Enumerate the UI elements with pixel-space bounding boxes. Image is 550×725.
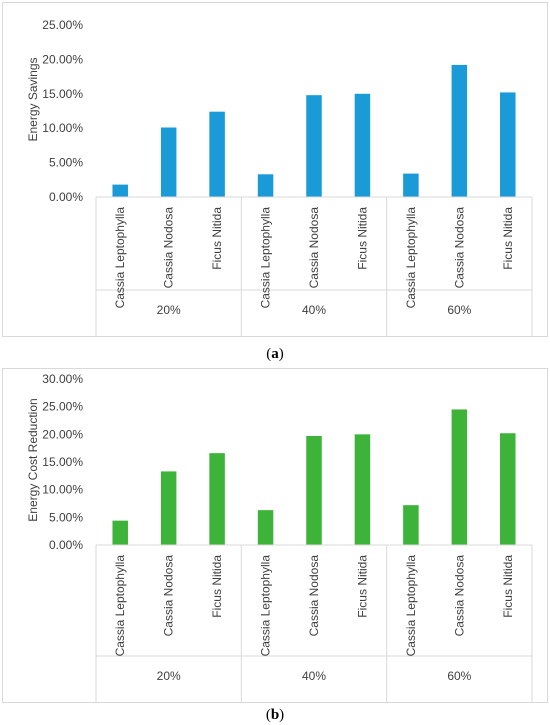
chart-b-bar: [403, 505, 419, 545]
chart-a-bar: [451, 64, 468, 198]
chart-a-y-ticks: 0.00% 5.00% 10.00% 15.00% 20.00% 25.00%: [42, 18, 83, 204]
chart-a-category-label: Cassia Nodosa: [307, 207, 321, 289]
chart-b-group-label: 60%: [447, 669, 471, 683]
chart-a-y-tick-label: 5.00%: [49, 156, 83, 170]
chart-a-y-axis-title: Energy Savings: [26, 57, 40, 141]
chart-b-bar: [306, 435, 322, 545]
chart-b-bar: [257, 510, 274, 545]
chart-a-category-label: Ficus Nitida: [501, 207, 515, 270]
chart-a-bar: [209, 111, 225, 197]
chart-b-category-label: Cassia Nodosa: [307, 555, 321, 637]
chart-a-group-label: 20%: [157, 303, 181, 317]
chart-a-category-label: Cassia Nodosa: [452, 207, 466, 289]
chart-b-y-tick-label: 15.00%: [42, 455, 83, 469]
panel-b-caption: (b): [266, 707, 284, 723]
chart-a-category-label: Cassia Leptophylla: [404, 207, 418, 309]
chart-b-y-tick-label: 0.00%: [49, 538, 83, 552]
panel-a-caption-letter: a: [271, 346, 279, 362]
chart-b-category-label: Cassia Leptophylla: [113, 555, 127, 657]
chart-a-group-label: 40%: [302, 303, 326, 317]
chart-b-bar: [451, 409, 468, 545]
chart-b-y-axis-title: Energy Cost Reduction: [26, 398, 40, 521]
chart-a-y-tick-label: 0.00%: [49, 190, 83, 204]
chart-a-category-label: Cassia Leptophylla: [259, 207, 273, 309]
chart-b-category-label: Ficus Nitida: [501, 555, 515, 618]
chart-b-bar: [500, 433, 516, 545]
chart-a-category-label: Ficus Nitida: [210, 207, 224, 270]
chart-a-category-label: Cassia Nodosa: [162, 207, 176, 289]
chart-a-bar: [160, 127, 177, 197]
chart-b-bars: [112, 409, 516, 545]
chart-a-bars: [112, 64, 516, 198]
chart-a-category-label: Ficus Nitida: [355, 207, 369, 270]
chart-b-category-label: Ficus Nitida: [355, 555, 369, 618]
chart-a-bar: [354, 93, 371, 197]
chart-b-group-label: 40%: [302, 669, 326, 683]
chart-b-bar: [160, 471, 177, 545]
chart-panel-a: Energy Savings 0.00% 5.00% 10.00% 15.00% 20.…: [2, 2, 548, 337]
chart-b-bar: [354, 434, 371, 545]
chart-b-bar: [209, 453, 225, 545]
chart-b-group-label: 20%: [157, 669, 181, 683]
chart-b-y-tick-label: 10.00%: [42, 483, 83, 497]
chart-b-y-tick-label: 20.00%: [42, 427, 83, 441]
panel-a-caption: (a): [266, 346, 284, 362]
chart-a-y-tick-label: 10.00%: [42, 121, 83, 135]
chart-a-x-axis: 20% Cassia Leptophylla Cassia Nodosa Ficus …: [95, 196, 533, 336]
chart-a-y-tick-label: 15.00%: [42, 87, 83, 101]
chart-b-y-tick-label: 5.00%: [49, 510, 83, 524]
chart-a-category-label: Cassia Leptophylla: [113, 207, 127, 309]
chart-a-bar: [306, 95, 322, 197]
chart-b-bar: [112, 520, 128, 545]
chart-b-y-tick-label: 30.00%: [42, 372, 83, 386]
chart-b-category-label: Cassia Leptophylla: [259, 555, 273, 657]
chart-a-bar: [112, 184, 128, 197]
chart-a-bar: [257, 174, 274, 197]
chart-panel-b: Energy Cost Reduction 0.00% 5.00% 10.00% 15…: [2, 368, 548, 703]
chart-a-bar: [500, 92, 516, 197]
chart-b-category-label: Cassia Nodosa: [162, 555, 176, 637]
chart-b-category-label: Ficus Nitida: [210, 555, 224, 618]
panel-b-caption-letter: b: [271, 707, 279, 723]
chart-a-y-tick-label: 25.00%: [42, 18, 83, 32]
chart-a-group-label: 60%: [447, 303, 471, 317]
chart-b-category-label: Cassia Leptophylla: [404, 555, 418, 657]
chart-b-x-axis: 20% Cassia Leptophylla Cassia Nodosa Ficus …: [95, 544, 533, 702]
chart-a-bar: [403, 173, 419, 197]
chart-b-y-tick-label: 25.00%: [42, 400, 83, 414]
chart-b-y-ticks: 0.00% 5.00% 10.00% 15.00% 20.00% 25.00% 30.00%: [42, 372, 83, 552]
chart-a-y-tick-label: 20.00%: [42, 52, 83, 66]
chart-b-category-label: Cassia Nodosa: [452, 555, 466, 637]
